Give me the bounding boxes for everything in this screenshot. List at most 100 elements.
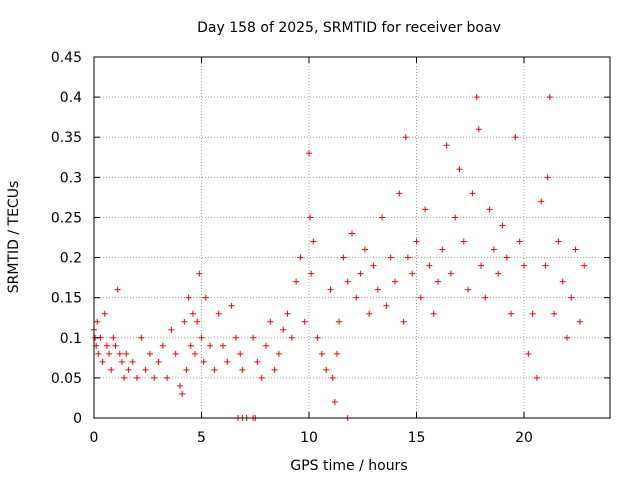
data-point xyxy=(329,374,336,381)
data-point xyxy=(361,246,368,253)
y-tick-label: 0.05 xyxy=(51,371,82,387)
data-point xyxy=(581,262,588,269)
data-point xyxy=(200,358,207,365)
data-point xyxy=(181,318,188,325)
data-point xyxy=(314,334,321,341)
data-point xyxy=(331,398,338,405)
chart-title: Day 158 of 2025, SRMTID for receiver boa… xyxy=(197,20,501,36)
data-point xyxy=(254,358,261,365)
data-point xyxy=(129,358,136,365)
data-point xyxy=(456,166,463,173)
data-point xyxy=(409,270,416,277)
data-point xyxy=(333,350,340,357)
data-point xyxy=(486,206,493,213)
data-point xyxy=(207,342,214,349)
data-point xyxy=(114,286,121,293)
data-point xyxy=(146,350,153,357)
data-point xyxy=(211,366,218,373)
data-point xyxy=(521,262,527,269)
data-point xyxy=(297,254,304,261)
data-point xyxy=(490,246,497,253)
plot-frame xyxy=(93,56,611,419)
y-tick-label: 0.1 xyxy=(60,331,82,347)
data-point xyxy=(224,358,231,365)
data-point xyxy=(460,238,467,245)
data-point xyxy=(185,294,192,301)
data-point xyxy=(125,366,132,373)
data-point xyxy=(452,214,459,221)
data-point xyxy=(258,374,265,381)
data-point xyxy=(168,326,175,333)
data-point xyxy=(482,294,489,301)
data-point xyxy=(94,318,101,325)
y-tick-label: 0.15 xyxy=(51,291,82,307)
data-point xyxy=(576,318,583,325)
data-point xyxy=(179,390,186,397)
data-point xyxy=(400,318,407,325)
data-point xyxy=(189,310,196,317)
data-point xyxy=(529,310,536,317)
data-point xyxy=(555,238,562,245)
data-point xyxy=(525,350,532,357)
data-point xyxy=(473,94,480,101)
data-point xyxy=(374,286,381,293)
data-point xyxy=(516,238,523,245)
x-tick-label: 20 xyxy=(515,430,533,446)
data-point xyxy=(402,134,409,141)
data-point xyxy=(237,350,244,357)
data-point xyxy=(151,374,158,381)
data-point xyxy=(392,278,398,285)
data-point xyxy=(357,270,364,277)
data-point xyxy=(396,190,403,197)
data-point xyxy=(164,374,171,381)
data-point xyxy=(413,238,420,245)
data-point xyxy=(159,342,166,349)
data-point xyxy=(239,366,246,373)
x-tick-label: 10 xyxy=(300,430,318,446)
data-point xyxy=(138,334,145,341)
data-point xyxy=(307,214,314,221)
data-point xyxy=(551,310,558,317)
data-point xyxy=(559,278,566,285)
data-point xyxy=(327,286,334,293)
data-point xyxy=(121,374,128,381)
data-point xyxy=(422,206,429,213)
data-point xyxy=(533,374,540,381)
data-point xyxy=(499,222,506,229)
data-point xyxy=(465,286,472,293)
data-point xyxy=(228,302,235,309)
data-point xyxy=(95,350,102,357)
data-point xyxy=(318,350,325,357)
data-point xyxy=(202,294,209,301)
data-point xyxy=(106,350,113,357)
data-point xyxy=(310,238,317,245)
y-tick-label: 0.25 xyxy=(51,210,82,226)
data-point xyxy=(426,262,433,269)
data-point xyxy=(512,134,519,141)
y-axis-label: SRMTID / TECUs xyxy=(6,181,22,294)
data-point xyxy=(293,278,300,285)
y-tick-label: 0 xyxy=(73,411,82,427)
data-points xyxy=(91,94,588,421)
data-point xyxy=(336,318,343,325)
data-point xyxy=(116,350,123,357)
y-tick-label: 0.3 xyxy=(60,170,82,186)
data-point xyxy=(101,310,108,317)
y-tick-label: 0.35 xyxy=(51,130,82,146)
data-point xyxy=(544,174,551,181)
data-point xyxy=(288,334,295,341)
data-point xyxy=(142,366,149,373)
x-tick-label: 15 xyxy=(408,430,426,446)
data-point xyxy=(271,366,278,373)
data-point xyxy=(306,150,312,157)
data-point xyxy=(108,366,115,373)
data-point xyxy=(503,254,510,261)
data-point xyxy=(353,294,360,301)
data-point xyxy=(508,310,515,317)
data-point xyxy=(404,254,411,261)
y-tick-label: 0.4 xyxy=(60,90,82,106)
data-point xyxy=(475,126,482,133)
data-point xyxy=(469,190,476,197)
data-point xyxy=(275,350,282,357)
